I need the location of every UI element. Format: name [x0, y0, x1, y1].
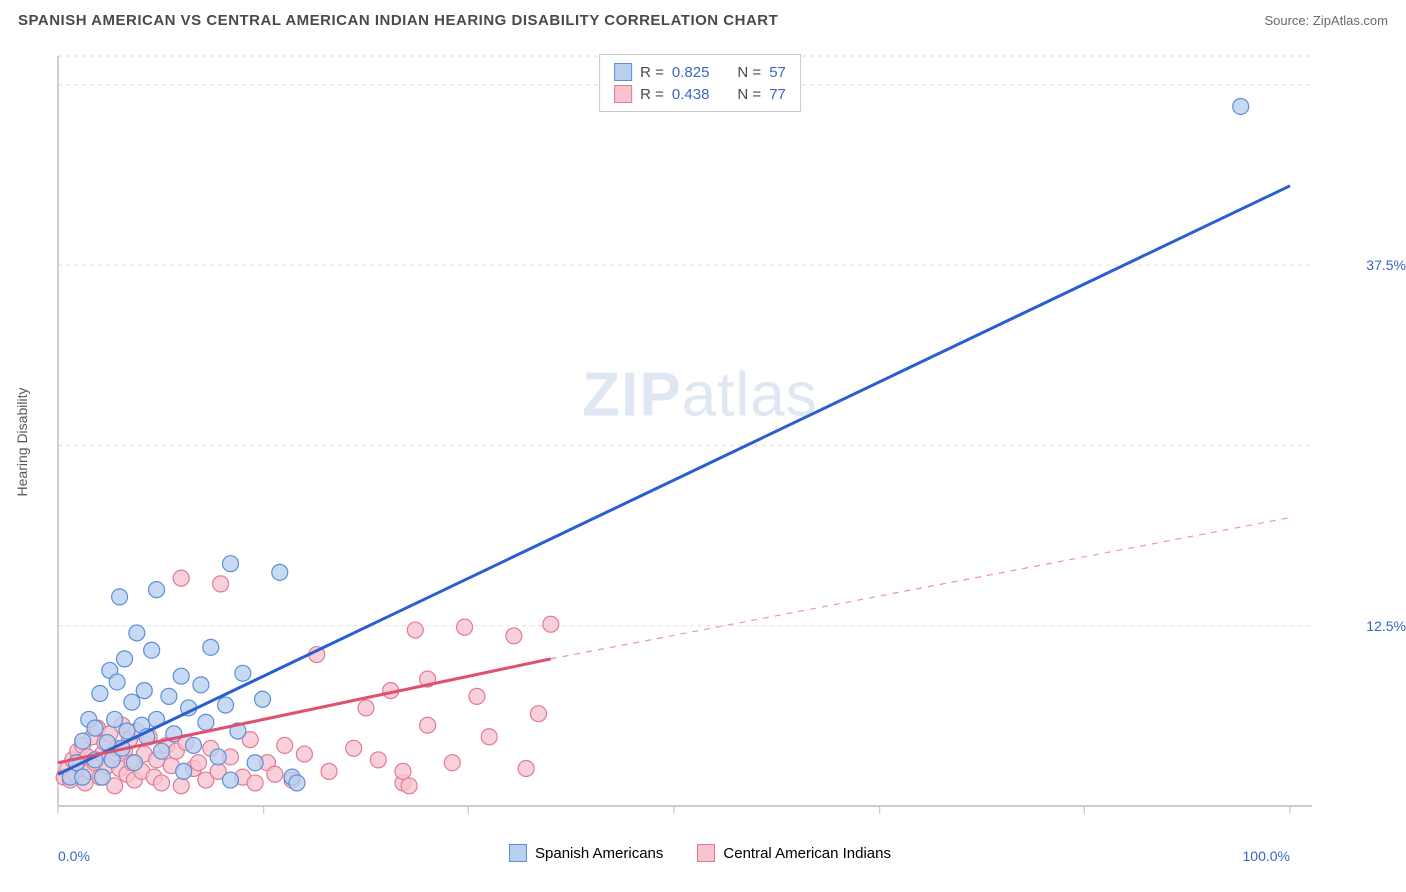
- series-legend-item-0: Spanish Americans: [509, 844, 663, 862]
- y-tick-label: 12.5%: [1366, 618, 1406, 634]
- chart-title: SPANISH AMERICAN VS CENTRAL AMERICAN IND…: [18, 12, 778, 29]
- series-label-1: Central American Indians: [723, 845, 891, 862]
- chart-area: Hearing Disability ZIPatlas R = 0.825 N …: [50, 48, 1350, 836]
- legend-n-value-0: 57: [769, 64, 786, 81]
- legend-r-label-1: R =: [640, 86, 664, 103]
- legend-r-value-1: 0.438: [672, 86, 710, 103]
- legend-r-label-0: R =: [640, 64, 664, 81]
- stats-legend: R = 0.825 N = 57 R = 0.438 N = 77: [599, 54, 801, 112]
- series-legend: Spanish Americans Central American India…: [509, 844, 891, 862]
- legend-n-value-1: 77: [769, 86, 786, 103]
- stats-legend-row-0: R = 0.825 N = 57: [614, 61, 786, 83]
- series-legend-item-1: Central American Indians: [697, 844, 891, 862]
- x-tick-label: 100.0%: [1243, 848, 1290, 864]
- scatter-plot: [50, 48, 1350, 836]
- y-tick-label: 37.5%: [1366, 257, 1406, 273]
- legend-r-value-0: 0.825: [672, 64, 710, 81]
- legend-swatch-0: [614, 63, 632, 81]
- legend-n-label-0: N =: [737, 64, 761, 81]
- x-tick-label: 0.0%: [58, 848, 90, 864]
- series-swatch-0: [509, 844, 527, 862]
- legend-n-label-1: N =: [737, 86, 761, 103]
- legend-swatch-1: [614, 85, 632, 103]
- source-value: ZipAtlas.com: [1313, 13, 1388, 28]
- y-axis-label: Hearing Disability: [14, 388, 30, 497]
- chart-source: Source: ZipAtlas.com: [1264, 13, 1388, 28]
- source-label: Source:: [1264, 13, 1312, 28]
- series-swatch-1: [697, 844, 715, 862]
- chart-header: SPANISH AMERICAN VS CENTRAL AMERICAN IND…: [0, 0, 1406, 37]
- series-label-0: Spanish Americans: [535, 845, 663, 862]
- stats-legend-row-1: R = 0.438 N = 77: [614, 83, 786, 105]
